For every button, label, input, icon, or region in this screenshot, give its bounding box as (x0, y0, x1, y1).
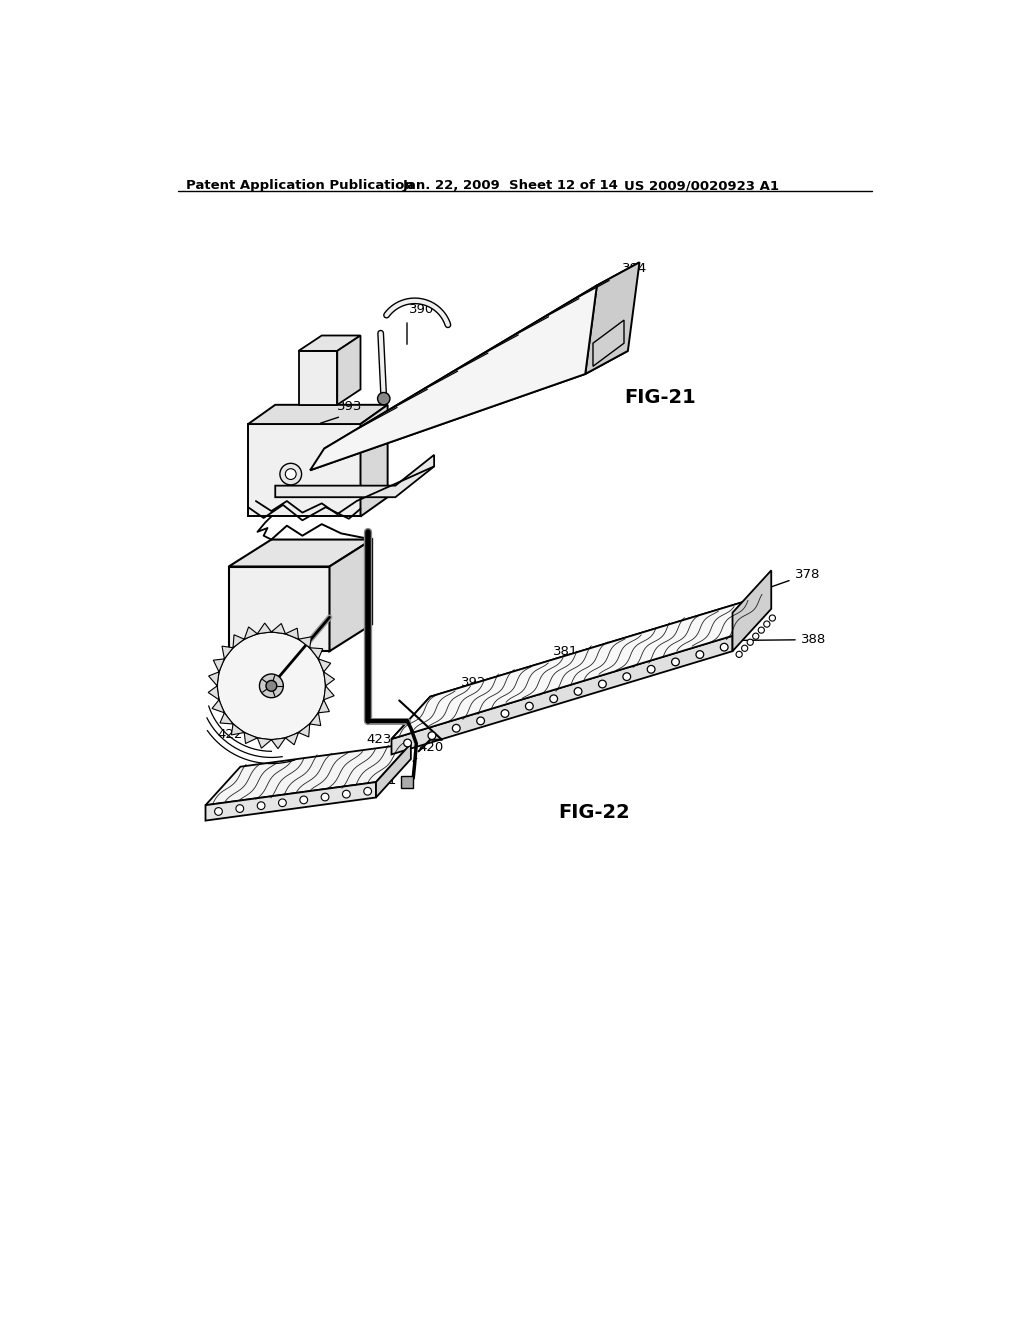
Polygon shape (376, 743, 411, 797)
Circle shape (748, 639, 754, 645)
Text: 392: 392 (461, 676, 486, 694)
Polygon shape (299, 636, 311, 648)
Circle shape (403, 739, 412, 747)
Polygon shape (222, 645, 233, 659)
Polygon shape (309, 648, 323, 659)
Circle shape (279, 799, 287, 807)
Polygon shape (220, 713, 233, 723)
Circle shape (753, 634, 759, 639)
Circle shape (259, 675, 284, 698)
Circle shape (574, 688, 582, 696)
Text: Patent Application Publication: Patent Application Publication (186, 180, 414, 193)
Polygon shape (324, 672, 335, 686)
Polygon shape (318, 700, 330, 713)
Polygon shape (209, 672, 219, 686)
Circle shape (300, 796, 307, 804)
Polygon shape (324, 263, 640, 449)
Polygon shape (330, 540, 372, 651)
Polygon shape (245, 627, 257, 639)
Text: 420: 420 (413, 741, 443, 762)
Circle shape (741, 645, 748, 651)
Polygon shape (586, 263, 640, 374)
Polygon shape (228, 540, 372, 566)
Polygon shape (257, 738, 271, 748)
Circle shape (501, 710, 509, 717)
Polygon shape (299, 723, 309, 737)
Circle shape (550, 694, 558, 702)
Polygon shape (233, 635, 245, 648)
Circle shape (266, 681, 276, 692)
Circle shape (322, 793, 329, 801)
Circle shape (286, 469, 296, 479)
Polygon shape (309, 713, 321, 726)
Circle shape (599, 680, 606, 688)
Polygon shape (391, 636, 732, 755)
Circle shape (236, 805, 244, 812)
Polygon shape (360, 405, 388, 516)
Circle shape (257, 801, 265, 809)
Polygon shape (271, 623, 286, 634)
Polygon shape (213, 659, 224, 672)
Polygon shape (206, 743, 411, 805)
Polygon shape (310, 285, 597, 470)
Polygon shape (228, 566, 330, 651)
Circle shape (215, 808, 222, 816)
Text: Jan. 22, 2009  Sheet 12 of 14: Jan. 22, 2009 Sheet 12 of 14 (403, 180, 618, 193)
Text: US 2009/0020923 A1: US 2009/0020923 A1 (624, 180, 779, 193)
Polygon shape (337, 335, 360, 405)
Circle shape (378, 392, 390, 405)
Polygon shape (245, 733, 257, 743)
Circle shape (758, 627, 764, 634)
Circle shape (623, 673, 631, 681)
Circle shape (696, 651, 703, 659)
Text: 421: 421 (371, 762, 396, 788)
Circle shape (769, 615, 775, 622)
Polygon shape (286, 733, 299, 744)
Text: 388: 388 (739, 634, 826, 647)
Polygon shape (231, 723, 245, 735)
Text: FIG-22: FIG-22 (558, 804, 630, 822)
Polygon shape (391, 594, 771, 739)
Circle shape (477, 717, 484, 725)
Polygon shape (286, 628, 299, 639)
Circle shape (525, 702, 534, 710)
Text: 378: 378 (766, 568, 820, 589)
Polygon shape (271, 738, 286, 748)
Text: 381: 381 (553, 644, 579, 664)
Polygon shape (310, 351, 628, 470)
Polygon shape (248, 405, 388, 424)
Text: 393: 393 (337, 400, 362, 412)
Circle shape (428, 731, 436, 739)
Text: 423: 423 (367, 733, 400, 750)
Text: 394: 394 (622, 263, 647, 276)
Polygon shape (248, 424, 360, 516)
Polygon shape (391, 594, 771, 739)
Polygon shape (593, 321, 624, 367)
Polygon shape (257, 623, 271, 634)
Circle shape (342, 791, 350, 799)
Circle shape (364, 788, 372, 795)
Text: 390: 390 (410, 304, 434, 317)
Polygon shape (318, 659, 331, 672)
Polygon shape (275, 455, 434, 498)
Polygon shape (299, 351, 337, 405)
Polygon shape (299, 335, 360, 351)
Polygon shape (206, 781, 376, 821)
Circle shape (764, 620, 770, 627)
Circle shape (720, 643, 728, 651)
Polygon shape (400, 776, 414, 788)
Polygon shape (208, 686, 219, 700)
Circle shape (453, 725, 460, 733)
Polygon shape (324, 686, 334, 700)
Circle shape (280, 463, 302, 484)
Circle shape (736, 651, 742, 657)
Polygon shape (732, 570, 771, 651)
Circle shape (647, 665, 655, 673)
Circle shape (217, 632, 326, 739)
Circle shape (672, 659, 679, 665)
Polygon shape (212, 700, 224, 713)
Text: FIG-21: FIG-21 (624, 388, 695, 407)
Text: 422: 422 (217, 722, 253, 741)
